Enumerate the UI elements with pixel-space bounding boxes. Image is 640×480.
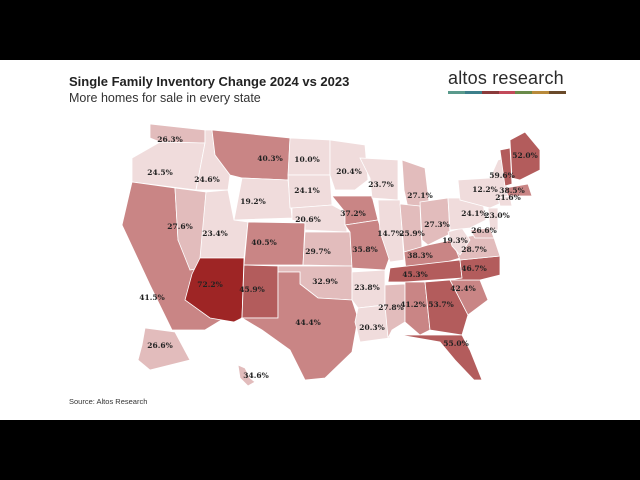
state-label-nm: 45.9%	[239, 285, 264, 294]
state-fl	[399, 334, 483, 381]
state-ak	[137, 327, 191, 371]
logo-stripe-segment	[498, 91, 516, 94]
state-label-co: 40.5%	[251, 238, 276, 247]
state-label-nv: 27.6%	[167, 222, 192, 231]
slide: Single Family Inventory Change 2024 vs 2…	[0, 60, 640, 420]
state-label-ut: 23.4%	[202, 229, 227, 238]
altos-research-logo: altos research	[448, 68, 567, 94]
state-label-fl: 55.0%	[443, 339, 468, 348]
state-label-ak: 26.6%	[147, 341, 172, 350]
state-label-id: 24.6%	[194, 175, 219, 184]
state-label-mn: 20.4%	[336, 167, 361, 176]
chart-title: Single Family Inventory Change 2024 vs 2…	[69, 74, 350, 89]
state-label-il: 14.7%	[377, 229, 402, 238]
state-label-nd: 10.0%	[294, 155, 319, 164]
state-ct	[497, 195, 513, 207]
state-nj	[487, 207, 499, 231]
state-label-la: 20.3%	[359, 323, 384, 332]
state-me	[509, 131, 541, 181]
state-label-tx: 44.4%	[295, 318, 320, 327]
state-label-hi: 34.6%	[243, 371, 268, 380]
logo-stripe-segment	[532, 91, 550, 94]
state-label-or: 24.5%	[147, 168, 172, 177]
state-label-ms: 27.8%	[378, 303, 403, 312]
state-label-ar: 23.8%	[354, 283, 379, 292]
state-label-nc: 46.7%	[461, 264, 486, 273]
state-label-vt: 59.6%	[489, 171, 514, 180]
state-tx	[240, 271, 359, 381]
chart-subtitle: More homes for sale in every state	[69, 91, 261, 105]
state-label-sc: 42.4%	[450, 284, 475, 293]
state-label-va: 28.7%	[461, 245, 486, 254]
state-label-ma: 38.5%	[499, 186, 524, 195]
state-oh	[419, 197, 451, 246]
state-hi	[237, 364, 256, 387]
state-label-wv: 19.3%	[442, 236, 467, 245]
state-la	[354, 304, 391, 343]
state-label-ks: 29.7%	[305, 247, 330, 256]
logo-stripe-segment	[481, 91, 499, 94]
logo-color-stripe	[448, 91, 567, 94]
state-md	[469, 227, 495, 239]
state-mn	[329, 139, 369, 191]
state-label-tn: 45.3%	[402, 270, 427, 279]
state-label-wi: 23.7%	[368, 180, 393, 189]
state-label-ny: 12.2%	[472, 185, 497, 194]
state-label-ne: 20.6%	[295, 215, 320, 224]
us-states-map: 26.3% 24.5% 41.5% 27.6% 24.6% 40.3% 19.2% 23.4%…	[121, 123, 541, 387]
state-al	[404, 281, 431, 336]
state-label-wa: 26.3%	[157, 135, 182, 144]
state-label-ok: 32.9%	[312, 277, 337, 286]
state-label-ga: 53.7%	[428, 300, 453, 309]
state-tn	[387, 259, 463, 283]
state-label-ky: 38.3%	[407, 251, 432, 260]
state-in	[399, 203, 423, 253]
state-label-wy: 19.2%	[240, 197, 265, 206]
state-label-az: 72.2%	[197, 280, 222, 289]
logo-stripe-segment	[448, 91, 465, 94]
state-label-mi: 27.1%	[407, 191, 432, 200]
state-label-sd: 24.1%	[294, 186, 319, 195]
state-ne	[291, 204, 348, 233]
state-label-mo: 35.8%	[352, 245, 377, 254]
logo-text: altos research	[448, 68, 564, 88]
state-label-pa: 24.1%	[461, 209, 486, 218]
state-label-me: 52.0%	[512, 151, 537, 160]
state-ma	[504, 183, 533, 197]
logo-stripe-segment	[464, 91, 482, 94]
state-label-al: 41.2%	[400, 300, 425, 309]
state-label-ia: 37.2%	[340, 209, 365, 218]
state-ga	[424, 279, 469, 336]
state-label-nj: 23.0%	[484, 211, 509, 220]
source-note: Source: Altos Research	[69, 397, 148, 406]
state-label-ca: 41.5%	[139, 293, 164, 302]
state-label-in: 25.9%	[399, 229, 424, 238]
state-label-ct: 21.6%	[495, 193, 520, 202]
logo-stripe-segment	[549, 91, 567, 94]
state-wi	[359, 157, 399, 201]
state-label-oh: 27.3%	[424, 220, 449, 229]
state-il	[377, 199, 405, 263]
state-label-md: 26.6%	[471, 226, 496, 235]
logo-stripe-segment	[515, 91, 533, 94]
state-vt	[499, 147, 513, 187]
state-label-mt: 40.3%	[257, 154, 282, 163]
